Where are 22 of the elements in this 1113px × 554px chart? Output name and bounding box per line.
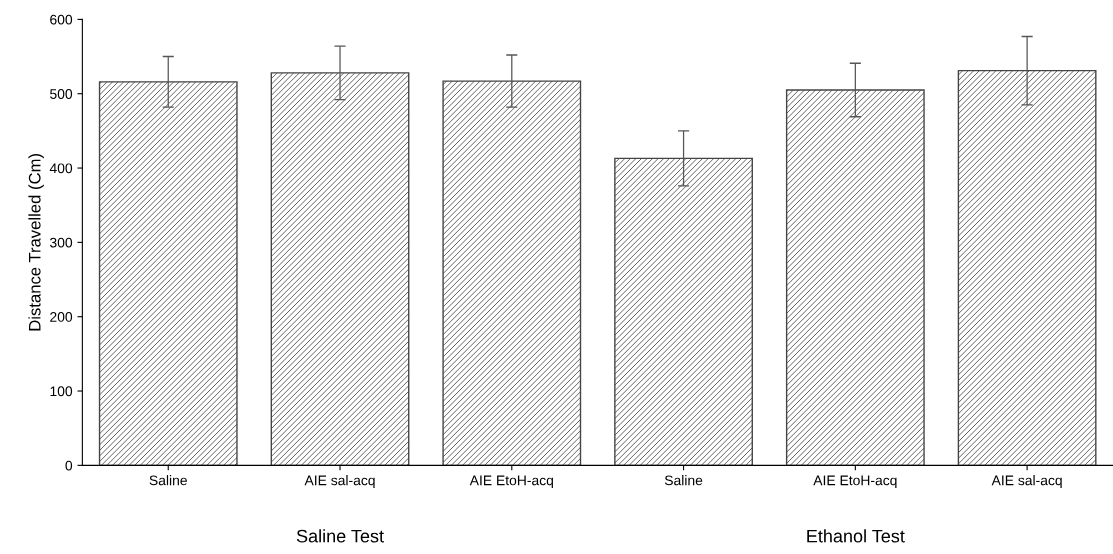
y-tick-label: 500 xyxy=(50,89,73,99)
y-tick-label: 0 xyxy=(65,460,73,471)
y-tick-label: 400 xyxy=(49,163,73,174)
bar xyxy=(98,81,238,466)
bar xyxy=(614,157,753,466)
y-tick-label: 200 xyxy=(50,312,73,322)
x-tick-label: AIE EtoH-acq xyxy=(469,475,553,489)
bar xyxy=(270,72,410,466)
x-tick-label: Saline xyxy=(664,475,703,486)
y-tick-label: 300 xyxy=(50,237,73,248)
y-axis-title: Distance Travelled (Cm) xyxy=(28,154,44,331)
x-tick-label: Saline xyxy=(149,475,187,486)
bar xyxy=(442,80,582,466)
bar xyxy=(785,89,925,466)
x-tick-label: AIE EtoH-acq xyxy=(813,475,897,489)
x-tick-label: AIE sal-acq xyxy=(304,475,375,489)
bar xyxy=(957,69,1097,466)
text: Ethanol Test xyxy=(807,529,905,543)
y-tick-label: 600 xyxy=(50,14,73,25)
y-tick-label: 100 xyxy=(50,386,73,397)
text: Saline Test xyxy=(296,529,384,543)
x-tick-label: AIE sal-acq xyxy=(991,475,1062,489)
